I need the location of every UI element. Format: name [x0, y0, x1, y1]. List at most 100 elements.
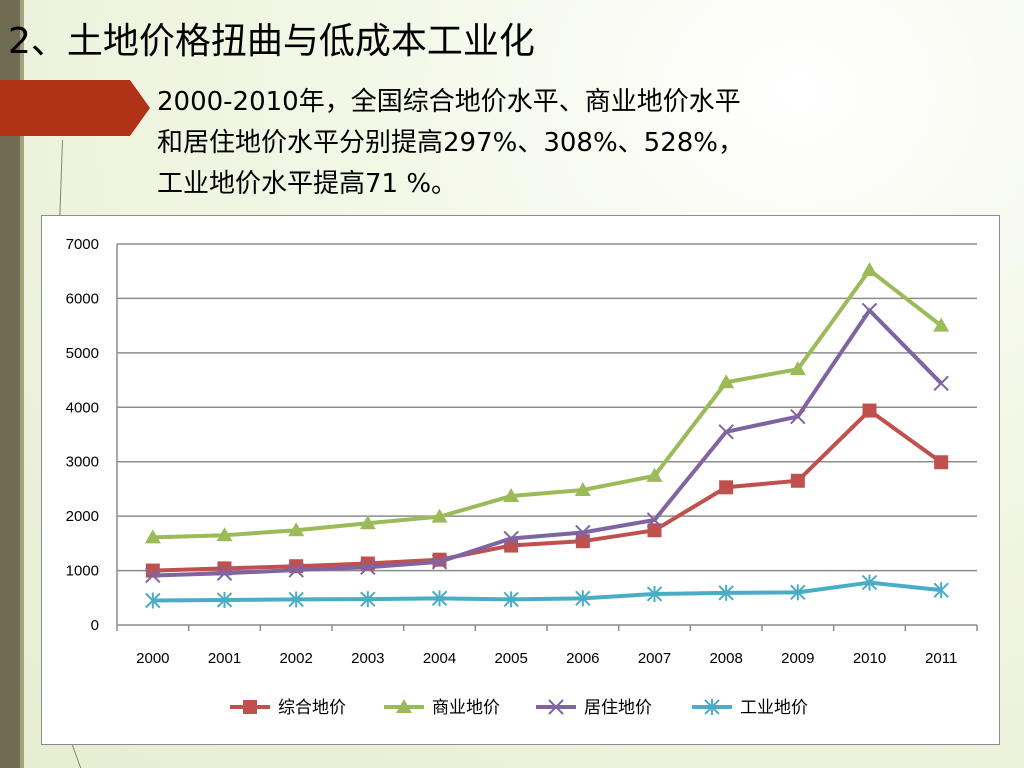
data-point: [503, 488, 520, 503]
x-tick-label: 2004: [423, 650, 456, 667]
y-tick-label: 3000: [66, 454, 99, 471]
gridlines: [117, 243, 977, 572]
data-point: [145, 567, 161, 584]
data-point: [431, 508, 448, 523]
series-2: [144, 262, 950, 544]
data-point: [360, 591, 376, 608]
data-point: [719, 480, 734, 495]
x-tick-label: 2003: [351, 650, 384, 667]
data-point-stroke: [503, 530, 519, 547]
series-line: [152, 408, 943, 573]
x-tick-label: 2010: [853, 650, 886, 667]
data-point: [704, 699, 720, 715]
data-point-stroke: [145, 567, 161, 584]
data-point-stroke: [360, 559, 376, 576]
legend-item: 综合地价: [230, 698, 346, 718]
x-tick-label: 2007: [638, 650, 671, 667]
slide-title: 2、土地价格扭曲与低成本工业化: [8, 21, 535, 62]
y-tick-label: 5000: [66, 345, 99, 362]
description-line: 工业地价水平提高71 %。: [157, 169, 458, 199]
data-point: [718, 374, 735, 389]
data-point: [144, 529, 161, 544]
data-point: [862, 403, 877, 418]
data-point: [288, 562, 304, 578]
data-point: [575, 590, 591, 607]
chart-legend: 综合地价 商业地价 居住地价 工业地价: [230, 698, 808, 718]
y-tick-label: 6000: [66, 290, 99, 307]
data-point: [790, 584, 806, 601]
y-tick-label: 7000: [66, 236, 99, 253]
data-point: [790, 473, 805, 488]
series-line: [152, 308, 943, 578]
data-point-stroke: [933, 375, 949, 392]
series-3: [145, 302, 949, 584]
data-point: [790, 408, 806, 425]
data-point: [431, 590, 448, 607]
data-point: [431, 554, 448, 570]
data-point: [861, 302, 878, 319]
data-point-stroke: [646, 512, 663, 528]
data-point: [575, 524, 591, 541]
data-point: [548, 699, 564, 715]
data-point: [718, 424, 734, 440]
data-point: [503, 530, 519, 547]
y-tick-label: 2000: [66, 508, 99, 525]
data-point-stroke: [790, 408, 806, 425]
series-line: [152, 268, 943, 540]
data-point: [359, 515, 376, 530]
left-decor-bar: [0, 0, 20, 768]
legend-label: 商业地价: [432, 698, 500, 718]
series-line: [152, 580, 942, 603]
land-price-line-chart: 0 1000 2000 3000 4000 5000 6000 7000 2000 2001 200…: [66, 236, 978, 718]
y-tick-label: 0: [91, 617, 99, 634]
data-point-stroke: [216, 565, 233, 581]
x-tick-label: 2001: [208, 650, 241, 667]
legend-item: 工业地价: [692, 698, 808, 718]
data-point: [396, 699, 412, 713]
description-line: 和居住地价水平分别提高297%、308%、528%，: [157, 128, 744, 158]
data-point-stroke: [861, 302, 878, 319]
data-point: [216, 565, 233, 581]
left-decor-stripe: [20, 0, 24, 768]
data-point-stroke: [575, 524, 591, 541]
x-tick-label: 2002: [279, 650, 312, 667]
data-point: [933, 582, 949, 599]
legend-label: 综合地价: [278, 698, 346, 718]
data-point: [574, 482, 591, 497]
data-point: [646, 467, 663, 482]
x-tick-label: 2009: [781, 650, 814, 667]
data-point: [216, 591, 233, 608]
data-point: [789, 361, 806, 376]
data-point: [647, 523, 662, 538]
x-tick-label: 2011: [925, 650, 957, 667]
slide-description: 2000-2010年，全国综合地价水平、商业地价水平 和居住地价水平分别提高29…: [157, 82, 937, 205]
data-point: [288, 591, 304, 608]
chart-container: 0 1000 2000 3000 4000 5000 6000 7000 2000 2001 200…: [41, 215, 1000, 745]
data-point: [243, 700, 257, 714]
legend-label: 居住地价: [584, 698, 652, 718]
series-4: [145, 574, 949, 609]
x-tick-label: 2008: [709, 650, 742, 667]
data-point: [718, 584, 734, 601]
data-point: [646, 512, 663, 528]
x-tick-label: 2000: [136, 650, 169, 667]
description-line: 2000-2010年，全国综合地价水平、商业地价水平: [157, 87, 741, 117]
data-point-stroke: [548, 699, 564, 715]
y-tick-label: 4000: [66, 399, 99, 416]
data-point-stroke: [718, 424, 734, 440]
data-point: [933, 317, 950, 332]
legend-item: 居住地价: [536, 698, 652, 718]
red-arrow-tab: [0, 80, 150, 136]
axes: 0 1000 2000 3000 4000 5000 6000 7000 2000 2001 200…: [66, 236, 978, 667]
series-lines: [144, 262, 950, 609]
data-point-stroke: [288, 562, 304, 578]
data-point: [933, 375, 949, 392]
legend-item: 商业地价: [384, 698, 500, 718]
legend-label: 工业地价: [740, 698, 808, 718]
data-point: [216, 527, 233, 542]
data-point-stroke: [431, 554, 448, 570]
x-tick-label: 2005: [494, 650, 527, 667]
data-point: [503, 591, 519, 608]
data-point: [861, 574, 878, 591]
